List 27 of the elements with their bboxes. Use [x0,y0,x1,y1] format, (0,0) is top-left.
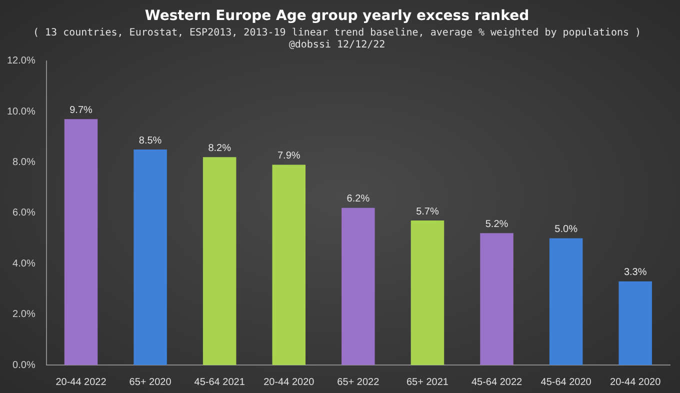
chart-subtitle: ( 13 countries, Eurostat, ESP2013, 2013-19 linear trend baseline, average % weighted by populations ) @dobssi 12/12/22 [32,27,642,50]
data-label: 6.2% [346,194,370,205]
y-tick-label: 12.0% [6,56,36,67]
x-tick-label: 65+ 2022 [337,376,380,388]
x-tick-label: 65+ 2020 [129,376,172,388]
y-tick-label: 10.0% [6,106,36,118]
x-tick-label: 45-64 2021 [194,376,246,388]
data-label: 5.2% [485,218,508,230]
x-tick-label: 45-64 2020 [540,376,592,388]
y-tick-label: 4.0% [12,258,36,270]
y-tick-label: 2.0% [12,309,36,320]
y-tick-label: 6.0% [12,208,36,219]
data-label: 8.2% [208,142,232,154]
data-label: 5.0% [554,224,578,235]
y-tick-label: 8.0% [12,156,36,168]
data-label: 5.7% [416,206,439,218]
x-tick-label: 45-64 2022 [471,376,522,388]
y-tick-label: 0.0% [12,360,36,371]
data-label: 7.9% [277,150,300,162]
data-label: 3.3% [624,267,647,278]
data-label: 8.5% [138,135,162,146]
x-tick-label: 20-44 2020 [264,376,315,388]
chart-title: Western Europe Age group yearly excess ranked [144,8,530,24]
data-label: 9.7% [70,104,93,116]
x-tick-label: 20-44 2020 [610,376,662,388]
x-tick-label: 65+ 2021 [406,376,449,388]
x-tick-label: 20-44 2022 [56,376,107,388]
